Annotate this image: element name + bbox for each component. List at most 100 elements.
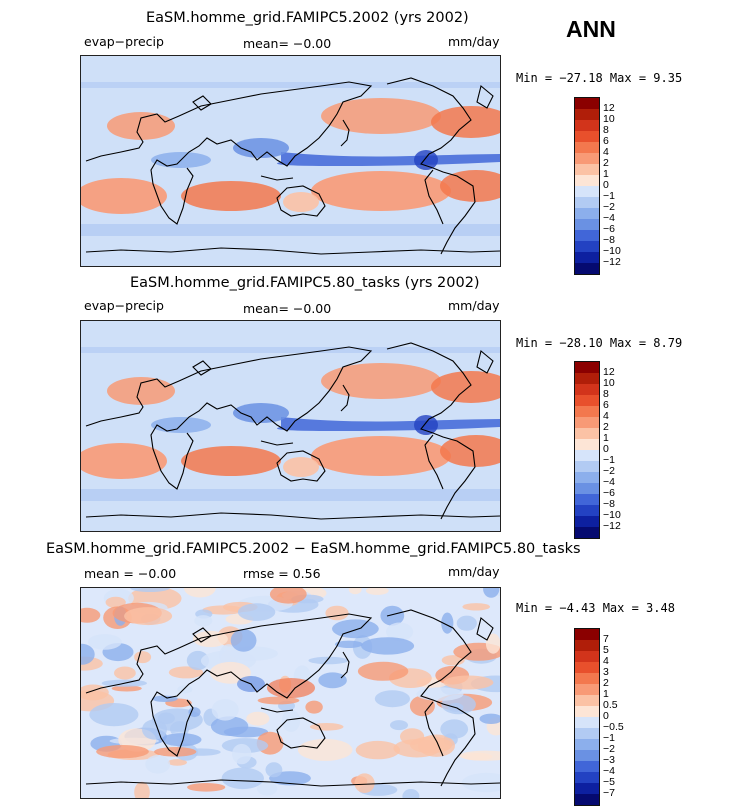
colorbar-swatch	[575, 483, 599, 494]
colorbar-swatch	[575, 109, 599, 120]
colorbar-swatch	[575, 153, 599, 164]
panel2-units: mm/day	[448, 298, 500, 313]
colorbar-swatch	[575, 505, 599, 516]
colorbar-tick-label: 2	[603, 677, 609, 689]
panel1-minmax: Min = −27.18 Max = 9.35	[516, 71, 683, 85]
colorbar-tick-label: −2	[603, 465, 615, 477]
colorbar-swatch	[575, 516, 599, 527]
colorbar-swatch	[575, 684, 599, 695]
colorbar-tick-label: −0.5	[603, 721, 624, 733]
panel2-field	[81, 321, 500, 531]
colorbar-swatch	[575, 164, 599, 175]
colorbar-tick-label: 0	[603, 710, 609, 722]
colorbar-swatch	[575, 362, 599, 373]
colorbar-swatch	[575, 230, 599, 241]
panel1-field	[81, 56, 500, 266]
panel3-units: mm/day	[448, 564, 500, 579]
colorbar-tick-label: 1	[603, 432, 609, 444]
colorbar-tick-label: −6	[603, 487, 615, 499]
panel1-map	[80, 55, 501, 267]
colorbar-swatch	[575, 263, 599, 274]
panel3-map	[80, 587, 501, 799]
colorbar-swatch	[575, 241, 599, 252]
colorbar-tick-label: 0	[603, 443, 609, 455]
colorbar-swatch	[575, 750, 599, 761]
colorbar-tick-label: −4	[603, 765, 615, 777]
colorbar-tick-label: −12	[603, 520, 621, 532]
panel1-variable: evap−precip	[84, 34, 164, 49]
colorbar-tick-label: 4	[603, 655, 609, 667]
colorbar-swatch	[575, 772, 599, 783]
colorbar-swatch	[575, 640, 599, 651]
colorbar-swatch	[575, 417, 599, 428]
colorbar-tick-label: −1	[603, 732, 615, 744]
panel2-colorbar	[574, 361, 600, 539]
colorbar-tick-label: 8	[603, 124, 609, 136]
colorbar-swatch	[575, 673, 599, 684]
colorbar-swatch	[575, 662, 599, 673]
panel2-map	[80, 320, 501, 532]
colorbar-swatch	[575, 384, 599, 395]
colorbar-swatch	[575, 142, 599, 153]
colorbar-swatch	[575, 428, 599, 439]
colorbar-swatch	[575, 651, 599, 662]
colorbar-tick-label: 0	[603, 179, 609, 191]
colorbar-tick-label: −10	[603, 245, 621, 257]
colorbar-tick-label: 3	[603, 666, 609, 678]
panel3-title: EaSM.homme_grid.FAMIPC5.2002 − EaSM.homm…	[46, 541, 581, 557]
colorbar-tick-label: 4	[603, 410, 609, 422]
colorbar-tick-label: 8	[603, 388, 609, 400]
colorbar-tick-label: 1	[603, 688, 609, 700]
colorbar-swatch	[575, 695, 599, 706]
colorbar-swatch	[575, 406, 599, 417]
colorbar-swatch	[575, 717, 599, 728]
panel2-variable: evap−precip	[84, 298, 164, 313]
colorbar-tick-label: −2	[603, 743, 615, 755]
colorbar-tick-label: 0.5	[603, 699, 618, 711]
panel3-field	[81, 588, 500, 798]
colorbar-tick-label: −7	[603, 787, 615, 799]
colorbar-swatch	[575, 472, 599, 483]
colorbar-swatch	[575, 98, 599, 109]
colorbar-tick-label: −12	[603, 256, 621, 268]
colorbar-swatch	[575, 461, 599, 472]
panel1-mean: mean= −0.00	[243, 36, 332, 51]
colorbar-tick-label: 5	[603, 644, 609, 656]
colorbar-tick-label: −4	[603, 476, 615, 488]
panel2-mean: mean= −0.00	[243, 301, 332, 316]
colorbar-swatch	[575, 373, 599, 384]
colorbar-tick-label: −6	[603, 223, 615, 235]
colorbar-swatch	[575, 629, 599, 640]
colorbar-swatch	[575, 197, 599, 208]
colorbar-tick-label: −3	[603, 754, 615, 766]
colorbar-tick-label: 10	[603, 113, 615, 125]
panel3-mean: mean = −0.00	[84, 566, 177, 581]
colorbar-tick-label: −8	[603, 498, 615, 510]
colorbar-tick-label: 10	[603, 377, 615, 389]
colorbar-tick-label: −10	[603, 509, 621, 521]
colorbar-tick-label: 12	[603, 102, 615, 114]
colorbar-tick-label: −1	[603, 454, 615, 466]
colorbar-swatch	[575, 175, 599, 186]
panel3-colorbar	[574, 628, 600, 806]
colorbar-swatch	[575, 439, 599, 450]
panel2-title: EaSM.homme_grid.FAMIPC5.80_tasks (yrs 20…	[130, 275, 480, 291]
colorbar-tick-label: 4	[603, 146, 609, 158]
colorbar-swatch	[575, 395, 599, 406]
colorbar-tick-label: −2	[603, 201, 615, 213]
colorbar-swatch	[575, 120, 599, 131]
colorbar-swatch	[575, 252, 599, 263]
colorbar-tick-label: 6	[603, 135, 609, 147]
colorbar-swatch	[575, 527, 599, 538]
panel1-colorbar	[574, 97, 600, 275]
colorbar-swatch	[575, 494, 599, 505]
colorbar-swatch	[575, 728, 599, 739]
colorbar-tick-label: 1	[603, 168, 609, 180]
panel3-rmse: rmse = 0.56	[243, 566, 321, 581]
panel3-minmax: Min = −4.43 Max = 3.48	[516, 601, 675, 615]
colorbar-swatch	[575, 783, 599, 794]
colorbar-tick-label: 12	[603, 366, 615, 378]
colorbar-tick-label: −5	[603, 776, 615, 788]
colorbar-tick-label: −4	[603, 212, 615, 224]
colorbar-tick-label: −1	[603, 190, 615, 202]
